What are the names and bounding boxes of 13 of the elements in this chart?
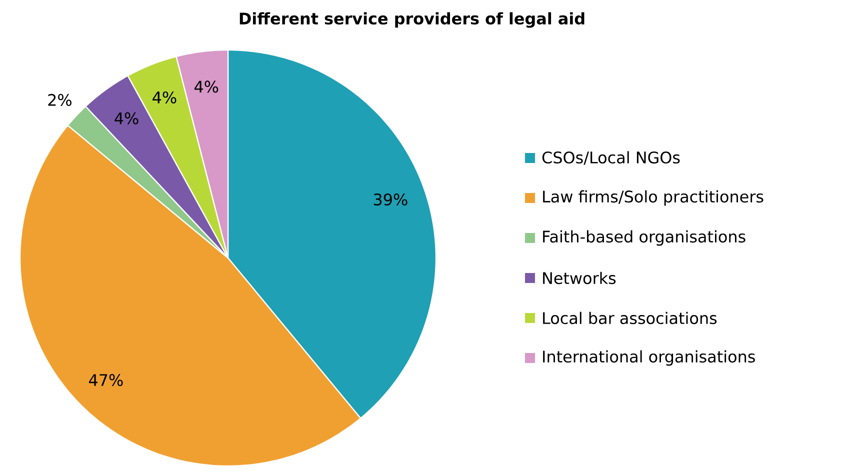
legend-label: Local bar associations — [543, 312, 717, 324]
legend-label: Networks — [543, 272, 616, 284]
legend-label: Law firms/Solo practitioners — [543, 190, 764, 206]
legend-label: International organisations — [543, 350, 755, 366]
data-label: 4% — [194, 80, 218, 93]
legend-label: CSOs/Local NGOs — [542, 151, 680, 165]
data-label: 2% — [48, 94, 72, 106]
data-label: 39% — [374, 193, 408, 206]
legend-label: Faith-based organisations — [543, 230, 746, 246]
data-label: 47% — [89, 374, 123, 386]
data-label: 4% — [152, 91, 176, 104]
data-label: 4% — [114, 112, 138, 124]
chart-title: Different service providers of legal aid — [240, 12, 584, 28]
